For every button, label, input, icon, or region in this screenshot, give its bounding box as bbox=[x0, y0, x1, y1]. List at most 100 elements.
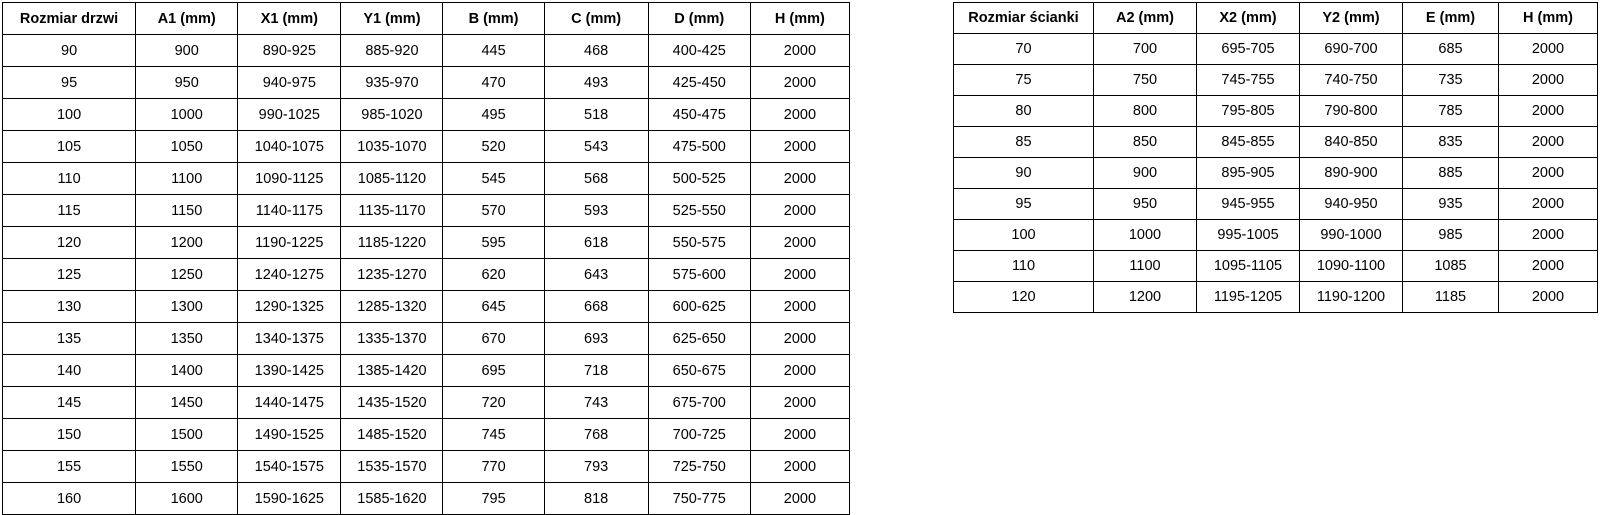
table-row: 70 700 695-705 690-700 685 2000 bbox=[953, 33, 1598, 65]
table-cell: 135 bbox=[1, 322, 137, 355]
table-cell: 1590-1625 bbox=[237, 482, 342, 515]
header-row: Rozmiar drzwi A1 (mm) X1 (mm) Y1 (mm) B (mm)… bbox=[1, 2, 851, 35]
table-cell: 768 bbox=[543, 418, 649, 451]
table-cell: 400-425 bbox=[647, 34, 751, 67]
table-row: 155 1550 1540-1575 1535-1570 770 793 725-750 20… bbox=[1, 450, 851, 483]
table-cell: 155 bbox=[1, 450, 137, 483]
header-cell: Rozmiar drzwi bbox=[1, 2, 137, 35]
table-cell: 985-1020 bbox=[340, 98, 444, 131]
table-cell: 130 bbox=[1, 290, 137, 323]
table-cell: 2000 bbox=[1498, 188, 1598, 220]
door-table-header: Rozmiar drzwi A1 (mm) X1 (mm) Y1 (mm) B (mm)… bbox=[1, 2, 851, 35]
table-cell: 2000 bbox=[749, 418, 851, 451]
table-cell: 1550 bbox=[135, 450, 239, 483]
table-cell: 790-800 bbox=[1299, 95, 1403, 127]
table-cell: 1450 bbox=[135, 386, 239, 419]
table-cell: 1300 bbox=[135, 290, 239, 323]
table-cell: 2000 bbox=[1498, 33, 1598, 65]
table-cell: 675-700 bbox=[647, 386, 751, 419]
table-cell: 468 bbox=[543, 34, 649, 67]
door-table-body: 90 900 890-925 885-920 445 468 400-425 2000 95 95… bbox=[1, 34, 851, 515]
header-cell: A2 (mm) bbox=[1093, 2, 1197, 34]
table-row: 100 1000 995-1005 990-1000 985 2000 bbox=[953, 219, 1598, 251]
table-cell: 1435-1520 bbox=[340, 386, 444, 419]
table-cell: 110 bbox=[953, 250, 1094, 282]
header-cell: H (mm) bbox=[749, 2, 851, 35]
table-row: 90 900 890-925 885-920 445 468 400-425 2000 bbox=[1, 34, 851, 67]
table-cell: 2000 bbox=[1498, 219, 1598, 251]
header-cell: D (mm) bbox=[647, 2, 751, 35]
table-cell: 1195-1205 bbox=[1196, 281, 1300, 313]
table-cell: 643 bbox=[543, 258, 649, 291]
table-cell: 120 bbox=[1, 226, 137, 259]
table-cell: 1200 bbox=[135, 226, 239, 259]
table-cell: 750 bbox=[1093, 64, 1197, 96]
table-cell: 2000 bbox=[749, 322, 851, 355]
table-cell: 500-525 bbox=[647, 162, 751, 195]
table-cell: 120 bbox=[953, 281, 1094, 313]
table-cell: 990-1025 bbox=[237, 98, 342, 131]
table-cell: 570 bbox=[442, 194, 545, 227]
table-cell: 1490-1525 bbox=[237, 418, 342, 451]
table-cell: 2000 bbox=[1498, 64, 1598, 96]
table-cell: 693 bbox=[543, 322, 649, 355]
table-cell: 2000 bbox=[749, 226, 851, 259]
table-cell: 1235-1270 bbox=[340, 258, 444, 291]
table-cell: 743 bbox=[543, 386, 649, 419]
table-row: 85 850 845-855 840-850 835 2000 bbox=[953, 126, 1598, 158]
table-cell: 718 bbox=[543, 354, 649, 387]
table-cell: 95 bbox=[1, 66, 137, 99]
table-cell: 1340-1375 bbox=[237, 322, 342, 355]
table-cell: 670 bbox=[442, 322, 545, 355]
table-cell: 2000 bbox=[1498, 95, 1598, 127]
table-cell: 2000 bbox=[749, 194, 851, 227]
table-cell: 2000 bbox=[749, 98, 851, 131]
table-row: 160 1600 1590-1625 1585-1620 795 818 750-775 20… bbox=[1, 482, 851, 515]
table-cell: 690-700 bbox=[1299, 33, 1403, 65]
table-cell: 668 bbox=[543, 290, 649, 323]
table-cell: 2000 bbox=[1498, 157, 1598, 189]
table-cell: 1290-1325 bbox=[237, 290, 342, 323]
table-cell: 2000 bbox=[749, 354, 851, 387]
header-cell: X2 (mm) bbox=[1196, 2, 1300, 34]
table-row: 140 1400 1390-1425 1385-1420 695 718 650-675 20… bbox=[1, 354, 851, 387]
table-cell: 100 bbox=[1, 98, 137, 131]
table-cell: 985 bbox=[1402, 219, 1499, 251]
table-cell: 105 bbox=[1, 130, 137, 163]
table-cell: 1335-1370 bbox=[340, 322, 444, 355]
table-cell: 750-775 bbox=[647, 482, 751, 515]
table-cell: 950 bbox=[1093, 188, 1197, 220]
table-cell: 895-905 bbox=[1196, 157, 1300, 189]
table-cell: 80 bbox=[953, 95, 1094, 127]
table-row: 95 950 945-955 940-950 935 2000 bbox=[953, 188, 1598, 220]
table-cell: 1485-1520 bbox=[340, 418, 444, 451]
table-cell: 940-975 bbox=[237, 66, 342, 99]
table-cell: 1085-1120 bbox=[340, 162, 444, 195]
table-cell: 2000 bbox=[749, 450, 851, 483]
table-cell: 695 bbox=[442, 354, 545, 387]
table-cell: 900 bbox=[1093, 157, 1197, 189]
table-cell: 1500 bbox=[135, 418, 239, 451]
wall-table-header: Rozmiar ścianki A2 (mm) X2 (mm) Y2 (mm) E (m… bbox=[953, 2, 1598, 34]
table-row: 120 1200 1190-1225 1185-1220 595 618 550-575 20… bbox=[1, 226, 851, 259]
table-cell: 1140-1175 bbox=[237, 194, 342, 227]
header-cell: X1 (mm) bbox=[237, 2, 342, 35]
table-cell: 700-725 bbox=[647, 418, 751, 451]
header-cell: Y1 (mm) bbox=[340, 2, 444, 35]
table-cell: 1285-1320 bbox=[340, 290, 444, 323]
table-cell: 1250 bbox=[135, 258, 239, 291]
table-cell: 745-755 bbox=[1196, 64, 1300, 96]
table-cell: 100 bbox=[953, 219, 1094, 251]
table-cell: 840-850 bbox=[1299, 126, 1403, 158]
table-cell: 1440-1475 bbox=[237, 386, 342, 419]
table-cell: 800 bbox=[1093, 95, 1197, 127]
table-cell: 1585-1620 bbox=[340, 482, 444, 515]
table-cell: 145 bbox=[1, 386, 137, 419]
table-cell: 600-625 bbox=[647, 290, 751, 323]
table-cell: 1390-1425 bbox=[237, 354, 342, 387]
table-cell: 1090-1100 bbox=[1299, 250, 1403, 282]
table-cell: 1190-1200 bbox=[1299, 281, 1403, 313]
table-cell: 625-650 bbox=[647, 322, 751, 355]
table-cell: 75 bbox=[953, 64, 1094, 96]
